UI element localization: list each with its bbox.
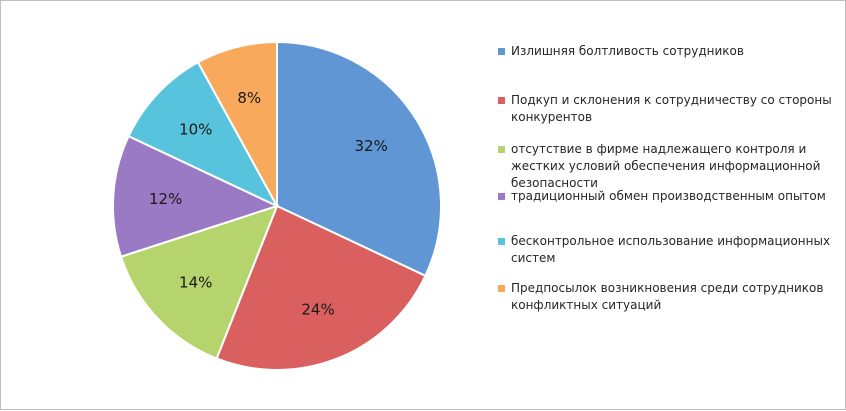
legend-label: отсутствие в фирме надлежащего контроля …: [511, 142, 821, 190]
legend-item: Предпосылок возникновения среди сотрудни…: [498, 280, 838, 314]
pie-slice: [196, 40, 278, 207]
data-label: 10%: [179, 121, 212, 139]
data-label: 24%: [301, 301, 334, 319]
legend-swatch: [498, 146, 505, 153]
legend-swatch: [498, 97, 505, 104]
legend-item: бесконтрольное использование информацион…: [498, 233, 838, 267]
legend-item: Излишняя болтливость сотрудников: [498, 43, 838, 60]
pie-slice: [127, 60, 280, 209]
data-label: 32%: [354, 137, 387, 155]
legend-item: традиционный обмен производственным опыт…: [498, 188, 838, 205]
legend-label: Подкуп и склонения к сотрудничеству со с…: [511, 93, 832, 124]
pie-slice: [112, 134, 280, 258]
legend-swatch: [498, 48, 505, 55]
pie-slice: [215, 204, 427, 371]
data-label: 12%: [149, 190, 182, 208]
data-label: 14%: [179, 273, 212, 291]
legend-label: Предпосылок возникновения среди сотрудни…: [511, 281, 824, 312]
data-label: 8%: [237, 89, 261, 107]
pie-slice: [276, 40, 442, 278]
legend-item: отсутствие в фирме надлежащего контроля …: [498, 141, 838, 192]
legend-label: бесконтрольное использование информацион…: [511, 234, 831, 265]
legend-swatch: [498, 193, 505, 200]
legend-item: Подкуп и склонения к сотрудничеству со с…: [498, 92, 838, 126]
legend-swatch: [498, 238, 505, 245]
legend-label: традиционный обмен производственным опыт…: [511, 189, 826, 203]
legend-label: Излишняя болтливость сотрудников: [511, 44, 744, 58]
legend-swatch: [498, 285, 505, 292]
